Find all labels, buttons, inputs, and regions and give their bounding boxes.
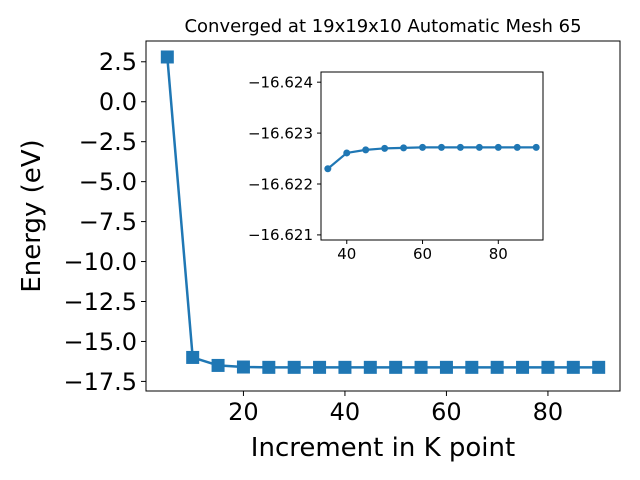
main-data-point <box>262 360 276 374</box>
main-data-point <box>236 360 250 374</box>
main-axes-frame <box>145 40 621 392</box>
inset-data-point <box>362 146 370 154</box>
main-data-point <box>211 358 225 372</box>
inset-data-point <box>437 143 445 151</box>
main-data-point <box>541 360 555 374</box>
main-data-point <box>186 350 200 364</box>
inset-data-point <box>343 149 351 157</box>
main-data-point <box>439 360 453 374</box>
inset-data-point <box>400 144 408 152</box>
inset-y-tick-label: −16.624 <box>248 73 313 91</box>
inset-axes-frame <box>320 71 544 241</box>
main-data-point <box>414 360 428 374</box>
main-y-tick-label: −2.5 <box>79 128 137 156</box>
main-y-tick-label: 2.5 <box>99 48 137 76</box>
inset-data-point <box>475 143 483 151</box>
main-y-tick-label: −10.0 <box>63 248 137 276</box>
x-axis-label: Increment in K point <box>251 433 515 463</box>
inset-data-point <box>324 165 332 173</box>
y-axis-label: Energy (eV) <box>17 139 47 292</box>
main-y-tick-label: 0.0 <box>99 88 137 116</box>
inset-y-tick-label: −16.623 <box>248 124 313 142</box>
main-data-point <box>160 50 174 64</box>
inset-y-tick-label: −16.621 <box>248 226 313 244</box>
main-data-point <box>465 360 479 374</box>
main-data-point <box>389 360 403 374</box>
main-x-tick-label: 20 <box>228 398 259 426</box>
main-plot-area: 20 40 60 80 2.5 0.0 −2.5 −5.0 −7.5 −10.0 −12.5 −15.… <box>63 40 621 426</box>
main-data-point <box>287 360 301 374</box>
chart-title: Converged at 19x19x10 Automatic Mesh 65 <box>184 16 581 37</box>
inset-plot-area: 40 60 80 −16.624 −16.623 −16.622 −16.621 <box>248 71 544 263</box>
main-data-point <box>338 360 352 374</box>
main-y-tick-label: −5.0 <box>79 168 137 196</box>
main-y-tick-label: −15.0 <box>63 328 137 356</box>
main-x-tick-label: 60 <box>431 398 462 426</box>
inset-data-point <box>419 143 427 151</box>
inset-data-point <box>381 144 389 152</box>
main-x-tick-label: 80 <box>533 398 564 426</box>
inset-data-point <box>456 143 464 151</box>
main-y-tick-label: −12.5 <box>63 288 137 316</box>
inset-x-tick-label: 80 <box>489 245 508 263</box>
inset-y-tick-label: −16.622 <box>248 175 313 193</box>
main-data-point <box>516 360 530 374</box>
main-data-point <box>363 360 377 374</box>
inset-x-tick-label: 60 <box>413 245 432 263</box>
inset-series-line <box>327 146 537 170</box>
main-y-tick-label: −7.5 <box>79 208 137 236</box>
main-data-point <box>566 360 580 374</box>
main-data-point <box>490 360 504 374</box>
inset-data-point <box>532 143 540 151</box>
main-x-tick-label: 40 <box>330 398 361 426</box>
main-data-point <box>592 360 606 374</box>
inset-data-point <box>494 143 502 151</box>
main-series-line <box>166 56 599 369</box>
main-data-point <box>313 360 327 374</box>
inset-data-point <box>513 143 521 151</box>
inset-x-tick-label: 40 <box>337 245 356 263</box>
main-y-tick-label: −17.5 <box>63 368 137 396</box>
